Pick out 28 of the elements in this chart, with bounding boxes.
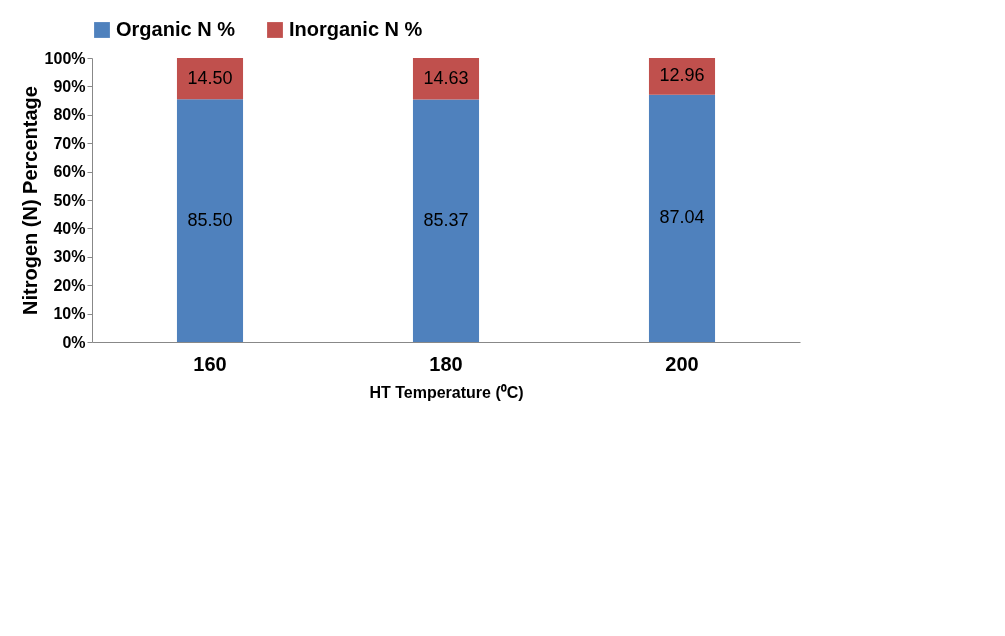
- data-label: 14.63: [423, 67, 469, 88]
- bar: [412, 58, 480, 100]
- data-label: 87.04: [659, 207, 705, 228]
- bar: [412, 99, 480, 342]
- x-tick-label: 160: [193, 352, 227, 375]
- bar: [176, 99, 244, 342]
- legend-label: Inorganic N %: [289, 18, 423, 40]
- data-label: 85.37: [423, 209, 469, 230]
- y-tick-label: 0%: [62, 333, 86, 351]
- y-tick-label: 60%: [53, 163, 86, 181]
- y-tick-label: 70%: [53, 134, 86, 152]
- y-tick-label: 80%: [53, 106, 86, 124]
- y-tick-label: 20%: [53, 276, 86, 294]
- y-axis-title: Nitrogen (N) Percentage: [18, 86, 41, 315]
- y-tick-label: 30%: [53, 248, 86, 266]
- legend-label: Organic N %: [116, 18, 236, 40]
- x-axis-title: HT Temperature (⁰C): [369, 383, 524, 401]
- x-tick-label: 180: [429, 352, 463, 375]
- data-label: 12.96: [659, 65, 705, 86]
- y-tick-label: 50%: [53, 191, 86, 209]
- y-tick-label: 100%: [44, 49, 86, 67]
- x-tick-label: 200: [665, 352, 699, 375]
- y-tick-label: 40%: [53, 219, 86, 237]
- data-label: 14.50: [187, 67, 233, 88]
- bar: [648, 94, 716, 342]
- y-tick-label: 10%: [53, 305, 86, 323]
- y-tick-label: 90%: [53, 77, 86, 95]
- data-label: 85.50: [187, 209, 233, 230]
